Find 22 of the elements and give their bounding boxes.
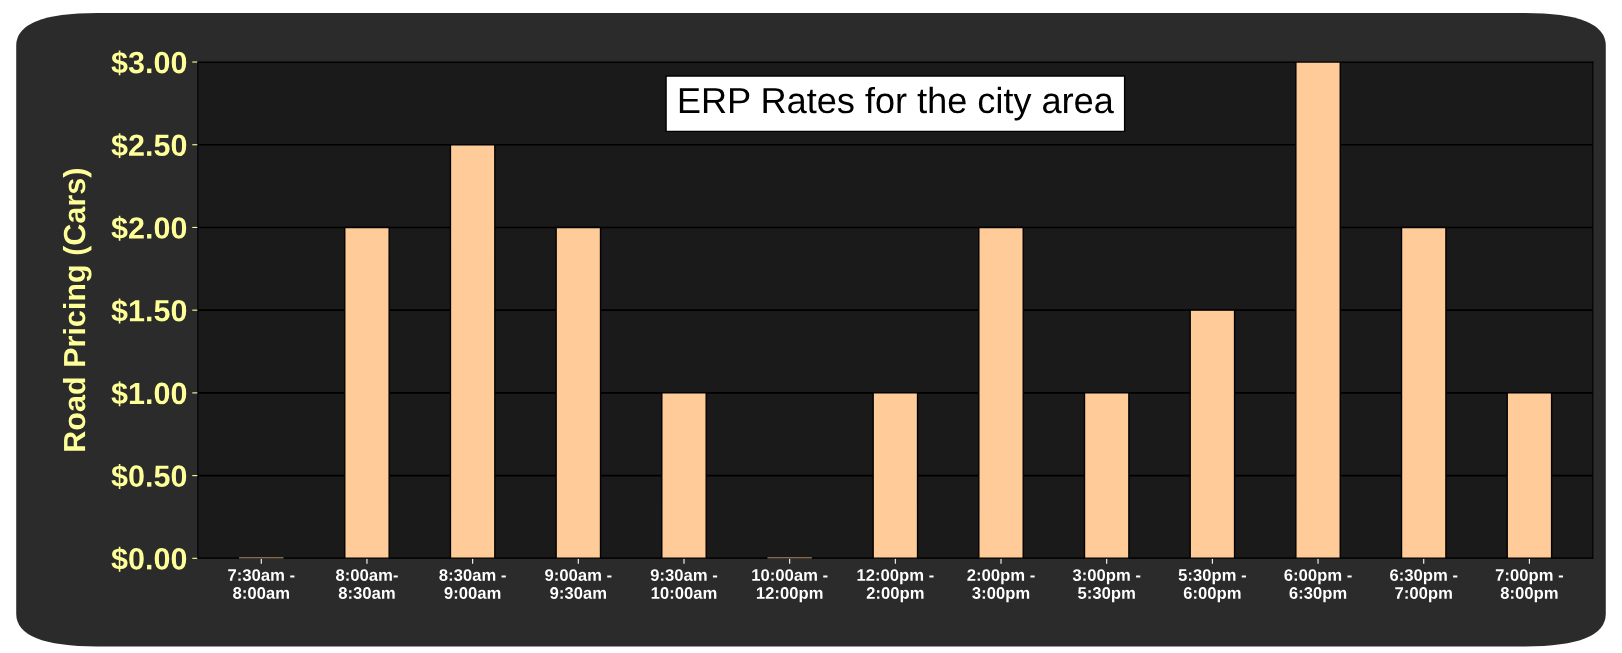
y-tick-label: $2.00 (111, 215, 187, 241)
x-tick-label: 3:00pm - 5:30pm (1072, 569, 1141, 603)
x-tick-label: 2:00pm - 3:00pm (967, 569, 1035, 603)
x-tick-label: 7:30am - 8:00am (228, 569, 295, 599)
y-tick-label: $1.50 (111, 298, 187, 324)
text: ERP Rates for the city area (679, 86, 1114, 121)
x-tick-label: 7:00pm - 8:00pm (1495, 569, 1563, 603)
x-tick-label: 6:00pm - 6:30pm (1284, 569, 1352, 603)
y-tick-label: $1.00 (111, 381, 187, 407)
x-tick-label: 8:00am- 8:30am (336, 569, 398, 599)
y-tick-label: $0.00 (111, 546, 187, 572)
x-tick-label: 9:30am - 10:00am (650, 569, 718, 599)
y-axis-title: Road Pricing (Cars) (62, 169, 92, 451)
x-tick-label: 5:30pm - 6:00pm (1178, 569, 1246, 603)
y-tick-label: $3.00 (111, 50, 187, 76)
x-tick-label: 8:30am - 9:00am (439, 569, 506, 599)
y-tick-label: $0.50 (111, 464, 187, 489)
y-tick-label: $2.50 (111, 133, 187, 159)
x-tick-label: 10:00am - 12:00pm (752, 569, 828, 603)
x-tick-label: 9:00am - 9:30am (545, 569, 612, 599)
x-tick-label: 12:00pm - 2:00pm (857, 569, 934, 603)
x-tick-label: 6:30pm - 7:00pm (1390, 569, 1458, 603)
